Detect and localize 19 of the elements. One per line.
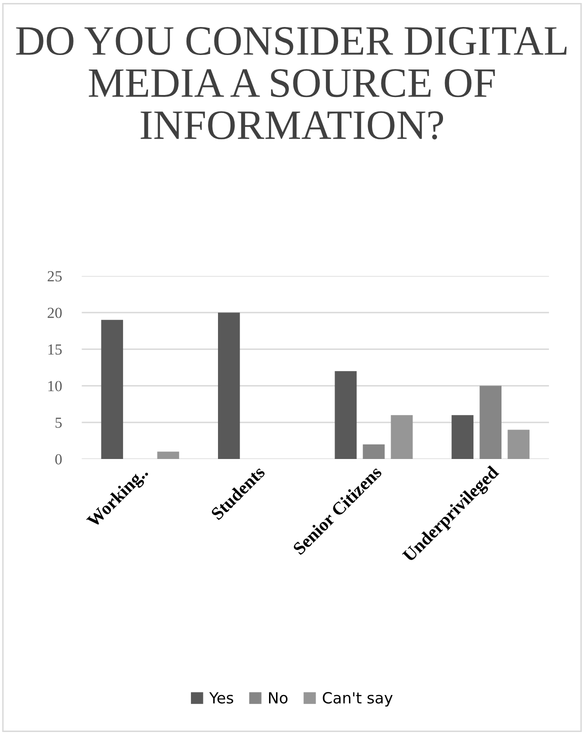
bar [508, 430, 530, 460]
y-tick-label: 15 [48, 344, 62, 355]
bar [101, 320, 124, 460]
y-tick-label: 25 [48, 271, 62, 282]
bar [362, 444, 385, 460]
legend-label: No [269, 692, 288, 704]
chart-title: DO YOU CONSIDER DIGITAL MEDIA A SOURCE OF INFORMATION? [16, 27, 567, 140]
bar [157, 452, 180, 460]
bar [452, 415, 474, 460]
legend-label: Can't say [322, 692, 393, 707]
y-tick-label: 10 [48, 380, 62, 392]
bar [390, 415, 413, 460]
bar [334, 371, 357, 460]
legend-label: Yes [209, 692, 234, 704]
y-tick-label: 5 [56, 418, 62, 428]
y-tick-label: 0 [55, 454, 62, 464]
y-tick-label: 20 [48, 308, 62, 318]
bar [218, 312, 240, 460]
bar [480, 386, 502, 460]
